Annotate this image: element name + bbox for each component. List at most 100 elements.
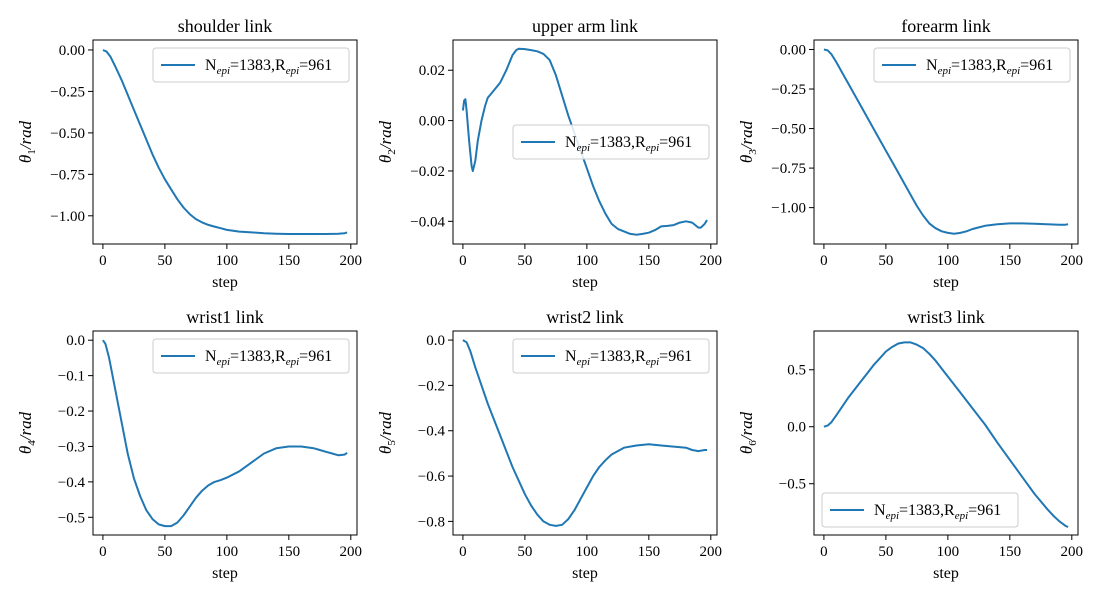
y-tick-label: −0.2 xyxy=(418,378,445,394)
legend: Nepi=1383,Repi=961 xyxy=(152,47,350,83)
legend-label-main1: N xyxy=(565,348,577,365)
x-tick-label: 0 xyxy=(459,544,467,560)
y-tick-label: −0.5 xyxy=(779,477,806,493)
x-tick-label: 0 xyxy=(99,253,107,269)
legend-label-tail: =961 xyxy=(1020,57,1053,74)
legend-label-main1: N xyxy=(565,134,577,151)
subplot-4: wrist1 link 0 50 100 150 200 0.0 −0.1 −0.2 −0.3 −0… xyxy=(16,307,362,582)
legend: Nepi=1383,Repi=961 xyxy=(512,124,710,160)
x-tick-label: 200 xyxy=(700,253,723,269)
legend-label-tail: =961 xyxy=(299,348,332,365)
legend-box xyxy=(152,338,350,374)
y-axis-label: θ5/rad xyxy=(376,411,398,454)
y-label-unit: /rad xyxy=(16,411,35,441)
legend-label-sub2: epi xyxy=(955,510,968,522)
y-tick-label: −0.4 xyxy=(418,424,446,440)
x-tick-label: 100 xyxy=(216,544,239,560)
x-tick-label: 100 xyxy=(576,253,599,269)
y-tick-label: −0.2 xyxy=(58,404,85,420)
series-line xyxy=(823,48,1069,235)
legend-label-tail: =961 xyxy=(968,502,1001,519)
y-label-symbol: θ xyxy=(376,446,395,454)
y-tick-label: −0.6 xyxy=(418,469,446,485)
y-label-index: 1 xyxy=(26,149,38,155)
subplot-5: wrist2 link 0 50 100 150 200 0.0 −0.2 −0.4 −0.6 −0… xyxy=(376,307,722,582)
legend-label-mid: =1383,R xyxy=(590,134,646,151)
series-line xyxy=(102,49,348,235)
y-tick-label: 0.00 xyxy=(419,114,445,130)
x-axis-label: step xyxy=(933,274,959,291)
y-label-symbol: θ xyxy=(737,446,756,454)
x-tick-label: 50 xyxy=(157,544,172,560)
legend-label: Nepi=1383,Repi=961 xyxy=(565,348,692,368)
subplot-title: wrist3 link xyxy=(907,307,985,327)
x-tick-label: 150 xyxy=(638,544,661,560)
y-tick-label: −1.00 xyxy=(771,201,806,217)
y-tick-label: −0.75 xyxy=(50,167,85,183)
legend-label-mid: =1383,R xyxy=(951,57,1007,74)
legend-label-sub1: epi xyxy=(938,65,951,77)
y-tick-label: −0.04 xyxy=(410,214,445,230)
legend-box xyxy=(512,124,710,160)
legend-label-sub2: epi xyxy=(286,65,299,77)
y-tick-label: −0.5 xyxy=(58,510,85,526)
x-tick-label: 0 xyxy=(99,544,107,560)
y-tick-label: −0.50 xyxy=(771,122,806,138)
y-tick-label: −0.25 xyxy=(771,82,806,98)
series-line xyxy=(461,47,708,236)
legend-label-main1: N xyxy=(874,502,886,519)
x-axis-label: step xyxy=(572,274,598,291)
y-label-symbol: θ xyxy=(376,155,395,163)
legend-label-sub2: epi xyxy=(646,142,659,154)
x-tick-label: 200 xyxy=(700,544,723,560)
y-label-unit: /rad xyxy=(737,120,756,150)
axes-frame xyxy=(813,330,1079,536)
series-line xyxy=(462,339,708,527)
x-tick-label: 150 xyxy=(999,253,1022,269)
x-axis-label: step xyxy=(933,565,959,582)
y-label-symbol: θ xyxy=(16,446,35,454)
legend-box xyxy=(152,47,350,83)
y-tick-label: −0.75 xyxy=(771,161,806,177)
subplot-title: shoulder link xyxy=(178,16,273,36)
x-tick-label: 200 xyxy=(340,544,363,560)
y-label-index: 6 xyxy=(747,440,759,446)
y-tick-label: 0.00 xyxy=(780,42,806,58)
y-axis-label: θ6/rad xyxy=(737,411,759,454)
axes-frame xyxy=(92,330,358,536)
x-tick-label: 0 xyxy=(459,253,467,269)
legend-label: Nepi=1383,Repi=961 xyxy=(874,502,1001,522)
y-axis-label: θ1/rad xyxy=(16,120,38,163)
y-tick-label: 0.5 xyxy=(787,363,806,379)
x-tick-label: 0 xyxy=(820,253,828,269)
y-tick-label: −0.50 xyxy=(50,126,85,142)
y-tick-label: −0.4 xyxy=(58,475,86,491)
legend-label-tail: =961 xyxy=(299,57,332,74)
x-tick-label: 100 xyxy=(576,544,599,560)
legend-label-sub2: epi xyxy=(1007,65,1020,77)
legend-label-mid: =1383,R xyxy=(230,348,286,365)
y-tick-label: −0.02 xyxy=(410,164,445,180)
x-axis-label: step xyxy=(572,565,598,582)
legend: Nepi=1383,Repi=961 xyxy=(873,47,1071,83)
y-label-unit: /rad xyxy=(737,411,756,441)
series-line xyxy=(823,341,1069,528)
subplot-3: forearm link 0 50 100 150 200 0.00 −0.25 −0.50 −0… xyxy=(737,16,1083,291)
y-label-symbol: θ xyxy=(737,155,756,163)
x-tick-label: 50 xyxy=(517,253,532,269)
y-tick-label: −0.1 xyxy=(58,369,85,385)
y-axis-label: θ4/rad xyxy=(16,411,38,454)
legend-label-sub1: epi xyxy=(577,142,590,154)
legend-label-main1: N xyxy=(205,57,217,74)
axes-frame xyxy=(452,330,718,536)
x-tick-label: 50 xyxy=(878,544,893,560)
legend: Nepi=1383,Repi=961 xyxy=(512,338,710,374)
y-tick-label: −0.8 xyxy=(418,514,445,530)
y-tick-label: 0.02 xyxy=(419,63,445,79)
subplot-title: wrist2 link xyxy=(546,307,624,327)
x-tick-label: 200 xyxy=(340,253,363,269)
legend-label: Nepi=1383,Repi=961 xyxy=(205,348,332,368)
y-axis-label: θ3/rad xyxy=(737,120,759,163)
y-tick-label: 0.0 xyxy=(426,333,445,349)
y-tick-label: −1.00 xyxy=(50,209,85,225)
